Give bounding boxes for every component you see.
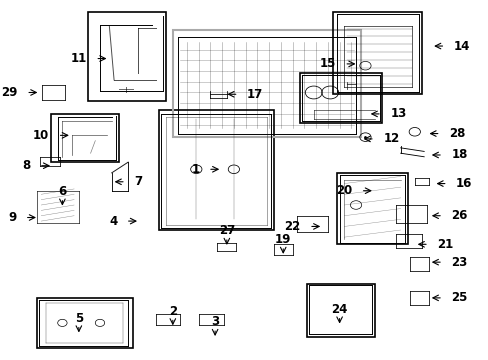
Bar	[172, 30, 360, 137]
Text: 13: 13	[389, 107, 406, 120]
Text: 3: 3	[211, 315, 219, 328]
Text: 26: 26	[450, 209, 467, 222]
Text: 24: 24	[331, 303, 347, 316]
Bar	[306, 284, 374, 337]
Bar	[159, 111, 273, 230]
Bar	[51, 114, 119, 162]
Text: 5: 5	[75, 312, 83, 325]
Text: 11: 11	[70, 52, 87, 65]
Text: 15: 15	[319, 57, 335, 71]
Text: 22: 22	[284, 220, 300, 233]
Text: 17: 17	[246, 88, 263, 101]
Text: 4: 4	[109, 215, 117, 228]
Text: 23: 23	[450, 256, 467, 269]
Text: 18: 18	[450, 148, 467, 162]
Text: 7: 7	[134, 175, 142, 188]
Text: 29: 29	[1, 86, 18, 99]
Text: 10: 10	[33, 129, 49, 142]
Text: 19: 19	[274, 233, 291, 246]
Text: 27: 27	[218, 224, 235, 237]
Bar	[299, 73, 381, 123]
Text: 28: 28	[448, 127, 465, 140]
Bar	[37, 298, 133, 348]
Text: 12: 12	[383, 132, 399, 145]
Bar	[337, 173, 407, 244]
Bar	[332, 12, 421, 94]
Text: 1: 1	[191, 163, 199, 176]
Text: 14: 14	[453, 40, 469, 53]
Bar	[88, 12, 165, 102]
Text: 9: 9	[8, 211, 16, 224]
Text: 21: 21	[436, 238, 453, 251]
Text: 8: 8	[22, 159, 30, 172]
Text: 20: 20	[335, 184, 351, 197]
Text: 2: 2	[168, 305, 177, 318]
Text: 16: 16	[455, 177, 471, 190]
Text: 25: 25	[450, 291, 467, 305]
Text: 6: 6	[58, 185, 66, 198]
